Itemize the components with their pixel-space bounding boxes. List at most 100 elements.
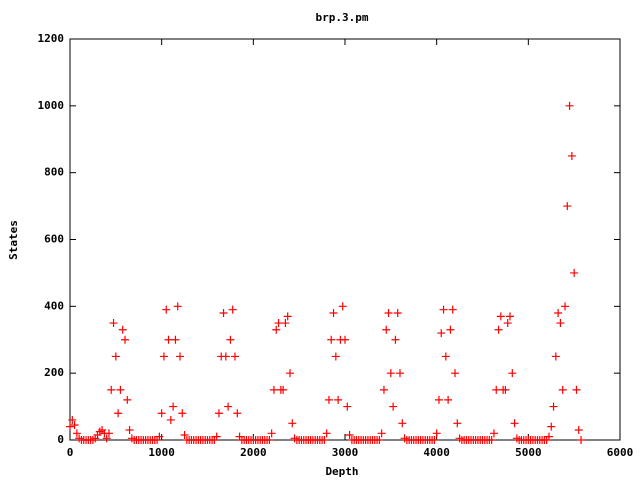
y-axis-label: States	[7, 220, 20, 260]
point	[574, 425, 583, 434]
point	[572, 385, 581, 394]
point	[274, 319, 283, 328]
point	[565, 101, 574, 110]
point	[286, 369, 294, 378]
point	[173, 302, 182, 311]
point	[224, 402, 233, 411]
point	[563, 202, 572, 211]
y-tick-label: 400	[44, 299, 64, 312]
point	[322, 429, 331, 438]
point	[503, 319, 512, 328]
point	[434, 395, 443, 404]
point	[567, 151, 576, 160]
y-tick-label: 1000	[38, 99, 65, 112]
point	[327, 335, 336, 344]
point	[558, 385, 567, 394]
point	[70, 420, 79, 429]
point	[549, 402, 558, 411]
point	[164, 335, 173, 344]
point	[157, 409, 166, 418]
point	[283, 312, 292, 321]
point	[228, 305, 237, 314]
x-tick-label: 5000	[515, 446, 542, 459]
x-tick-label: 4000	[423, 446, 450, 459]
x-axis-label: Depth	[325, 465, 358, 478]
point	[111, 352, 120, 361]
point	[180, 430, 189, 439]
point	[430, 436, 439, 444]
point	[233, 409, 242, 418]
point	[221, 352, 230, 361]
point	[382, 325, 391, 334]
point	[448, 305, 457, 314]
point	[439, 305, 448, 314]
point	[556, 319, 565, 328]
point	[288, 419, 297, 428]
point	[494, 325, 503, 334]
point	[375, 436, 384, 444]
point	[384, 309, 393, 318]
x-tick-label: 6000	[607, 446, 634, 459]
point	[214, 409, 223, 418]
plot-border	[69, 38, 621, 441]
point	[329, 309, 338, 318]
point	[66, 422, 74, 431]
point	[345, 430, 354, 439]
y-tick-label: 600	[44, 233, 64, 246]
point	[178, 409, 187, 418]
point	[386, 369, 395, 378]
point	[577, 436, 586, 444]
point	[212, 432, 221, 441]
point	[68, 415, 77, 424]
point	[118, 325, 127, 334]
point	[338, 302, 347, 311]
x-tick-label: 3000	[332, 446, 359, 459]
point	[389, 402, 398, 411]
point	[159, 352, 168, 361]
point	[547, 422, 556, 431]
y-tick-label: 0	[57, 433, 64, 446]
point	[272, 325, 281, 334]
point	[265, 436, 274, 444]
point	[279, 385, 288, 394]
point	[334, 395, 343, 404]
point	[506, 312, 514, 321]
point	[324, 395, 333, 404]
point	[226, 335, 235, 344]
point	[123, 395, 132, 404]
point	[176, 352, 184, 361]
point	[437, 329, 446, 338]
point	[116, 385, 125, 394]
point	[155, 432, 164, 441]
point	[496, 312, 505, 321]
point	[114, 409, 123, 418]
point	[320, 436, 329, 444]
point	[391, 335, 400, 344]
point	[451, 369, 459, 378]
point	[121, 335, 129, 344]
point	[444, 395, 453, 404]
point	[162, 305, 171, 314]
y-tick-label: 800	[44, 166, 64, 179]
point	[341, 335, 349, 344]
point	[104, 429, 113, 438]
point	[544, 432, 553, 441]
point	[269, 385, 278, 394]
chart-title: brp.3.pm	[316, 11, 369, 24]
point	[109, 319, 118, 328]
point	[107, 385, 116, 394]
point	[125, 425, 134, 434]
point	[377, 429, 386, 438]
point	[492, 385, 501, 394]
point	[396, 369, 404, 378]
point	[489, 429, 498, 438]
point	[171, 335, 180, 344]
point	[393, 309, 402, 318]
point	[570, 268, 579, 277]
y-tick-label: 1200	[38, 32, 65, 45]
point	[510, 419, 519, 428]
point	[441, 352, 450, 361]
x-tick-label: 0	[67, 446, 74, 459]
y-tick-label: 200	[44, 366, 64, 379]
point	[219, 309, 228, 318]
